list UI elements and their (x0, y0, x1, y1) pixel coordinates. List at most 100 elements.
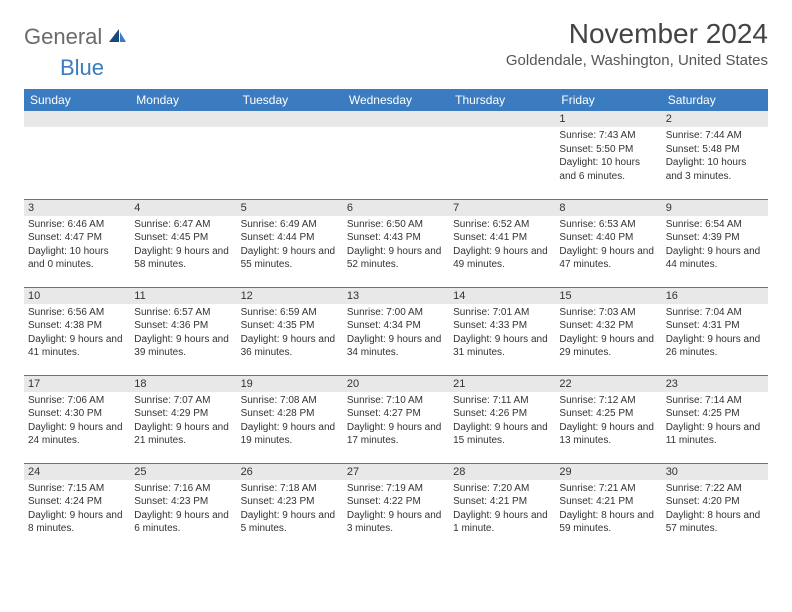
sunrise-text: Sunrise: 6:53 AM (559, 218, 657, 232)
title-block: November 2024 Goldendale, Washington, Un… (506, 18, 768, 69)
calendar-day-cell: 5Sunrise: 6:49 AMSunset: 4:44 PMDaylight… (237, 199, 343, 287)
sunset-text: Sunset: 4:41 PM (453, 231, 551, 245)
sunrise-text: Sunrise: 7:20 AM (453, 482, 551, 496)
day-number: 20 (343, 376, 449, 392)
day-content: Sunrise: 7:21 AMSunset: 4:21 PMDaylight:… (555, 480, 661, 538)
sunrise-text: Sunrise: 7:14 AM (666, 394, 764, 408)
daylight-text: Daylight: 9 hours and 11 minutes. (666, 421, 764, 448)
daylight-text: Daylight: 9 hours and 52 minutes. (347, 245, 445, 272)
day-number: 10 (24, 288, 130, 304)
calendar-day-cell: 13Sunrise: 7:00 AMSunset: 4:34 PMDayligh… (343, 287, 449, 375)
daylight-text: Daylight: 9 hours and 6 minutes. (134, 509, 232, 536)
sunrise-text: Sunrise: 7:16 AM (134, 482, 232, 496)
daylight-text: Daylight: 8 hours and 59 minutes. (559, 509, 657, 536)
sail-icon (105, 26, 127, 49)
day-content: Sunrise: 6:47 AMSunset: 4:45 PMDaylight:… (130, 216, 236, 274)
sunrise-text: Sunrise: 7:11 AM (453, 394, 551, 408)
logo-text-general: General (24, 24, 102, 50)
daylight-text: Daylight: 10 hours and 0 minutes. (28, 245, 126, 272)
day-content: Sunrise: 7:04 AMSunset: 4:31 PMDaylight:… (662, 304, 768, 362)
calendar-day-cell (24, 111, 130, 199)
sunrise-text: Sunrise: 7:00 AM (347, 306, 445, 320)
day-number: 22 (555, 376, 661, 392)
day-number: 16 (662, 288, 768, 304)
day-content: Sunrise: 6:46 AMSunset: 4:47 PMDaylight:… (24, 216, 130, 274)
day-content: Sunrise: 7:22 AMSunset: 4:20 PMDaylight:… (662, 480, 768, 538)
sunset-text: Sunset: 4:39 PM (666, 231, 764, 245)
day-header: Wednesday (343, 89, 449, 111)
sunset-text: Sunset: 4:43 PM (347, 231, 445, 245)
calendar-day-cell (237, 111, 343, 199)
day-number: 1 (555, 111, 661, 127)
day-number: 4 (130, 200, 236, 216)
day-number: 30 (662, 464, 768, 480)
sunset-text: Sunset: 4:24 PM (28, 495, 126, 509)
sunset-text: Sunset: 4:23 PM (241, 495, 339, 509)
calendar-week-row: 10Sunrise: 6:56 AMSunset: 4:38 PMDayligh… (24, 287, 768, 375)
sunrise-text: Sunrise: 7:03 AM (559, 306, 657, 320)
sunrise-text: Sunrise: 7:07 AM (134, 394, 232, 408)
calendar-day-cell: 8Sunrise: 6:53 AMSunset: 4:40 PMDaylight… (555, 199, 661, 287)
daylight-text: Daylight: 9 hours and 3 minutes. (347, 509, 445, 536)
daylight-text: Daylight: 10 hours and 3 minutes. (666, 156, 764, 183)
day-number: 6 (343, 200, 449, 216)
daylight-text: Daylight: 9 hours and 39 minutes. (134, 333, 232, 360)
sunrise-text: Sunrise: 7:06 AM (28, 394, 126, 408)
sunset-text: Sunset: 4:32 PM (559, 319, 657, 333)
day-number: 8 (555, 200, 661, 216)
day-number-empty (237, 111, 343, 127)
day-number: 25 (130, 464, 236, 480)
sunset-text: Sunset: 4:38 PM (28, 319, 126, 333)
calendar-day-cell: 26Sunrise: 7:18 AMSunset: 4:23 PMDayligh… (237, 463, 343, 551)
daylight-text: Daylight: 9 hours and 13 minutes. (559, 421, 657, 448)
day-content: Sunrise: 6:50 AMSunset: 4:43 PMDaylight:… (343, 216, 449, 274)
day-number: 13 (343, 288, 449, 304)
sunrise-text: Sunrise: 6:47 AM (134, 218, 232, 232)
day-number-empty (343, 111, 449, 127)
day-number: 2 (662, 111, 768, 127)
day-number: 12 (237, 288, 343, 304)
sunrise-text: Sunrise: 7:22 AM (666, 482, 764, 496)
sunrise-text: Sunrise: 7:08 AM (241, 394, 339, 408)
calendar-day-cell: 22Sunrise: 7:12 AMSunset: 4:25 PMDayligh… (555, 375, 661, 463)
sunset-text: Sunset: 4:25 PM (666, 407, 764, 421)
sunrise-text: Sunrise: 6:54 AM (666, 218, 764, 232)
calendar-day-cell: 21Sunrise: 7:11 AMSunset: 4:26 PMDayligh… (449, 375, 555, 463)
calendar-day-cell (343, 111, 449, 199)
daylight-text: Daylight: 9 hours and 17 minutes. (347, 421, 445, 448)
daylight-text: Daylight: 9 hours and 24 minutes. (28, 421, 126, 448)
calendar-day-cell: 28Sunrise: 7:20 AMSunset: 4:21 PMDayligh… (449, 463, 555, 551)
day-content: Sunrise: 7:03 AMSunset: 4:32 PMDaylight:… (555, 304, 661, 362)
day-number: 24 (24, 464, 130, 480)
daylight-text: Daylight: 10 hours and 6 minutes. (559, 156, 657, 183)
sunrise-text: Sunrise: 6:46 AM (28, 218, 126, 232)
sunset-text: Sunset: 5:48 PM (666, 143, 764, 157)
sunset-text: Sunset: 4:30 PM (28, 407, 126, 421)
day-content: Sunrise: 6:52 AMSunset: 4:41 PMDaylight:… (449, 216, 555, 274)
calendar-day-cell: 2Sunrise: 7:44 AMSunset: 5:48 PMDaylight… (662, 111, 768, 199)
page-header: General November 2024 Goldendale, Washin… (24, 18, 768, 69)
day-number: 9 (662, 200, 768, 216)
day-number: 21 (449, 376, 555, 392)
sunrise-text: Sunrise: 7:15 AM (28, 482, 126, 496)
sunrise-text: Sunrise: 6:49 AM (241, 218, 339, 232)
sunrise-text: Sunrise: 7:44 AM (666, 129, 764, 143)
calendar-day-cell: 6Sunrise: 6:50 AMSunset: 4:43 PMDaylight… (343, 199, 449, 287)
calendar-day-cell: 10Sunrise: 6:56 AMSunset: 4:38 PMDayligh… (24, 287, 130, 375)
day-header: Sunday (24, 89, 130, 111)
sunset-text: Sunset: 4:45 PM (134, 231, 232, 245)
day-content: Sunrise: 7:44 AMSunset: 5:48 PMDaylight:… (662, 127, 768, 185)
sunset-text: Sunset: 4:44 PM (241, 231, 339, 245)
day-number: 14 (449, 288, 555, 304)
day-header: Tuesday (237, 89, 343, 111)
sunset-text: Sunset: 4:21 PM (453, 495, 551, 509)
sunrise-text: Sunrise: 7:43 AM (559, 129, 657, 143)
sunrise-text: Sunrise: 6:52 AM (453, 218, 551, 232)
sunset-text: Sunset: 4:35 PM (241, 319, 339, 333)
daylight-text: Daylight: 9 hours and 49 minutes. (453, 245, 551, 272)
daylight-text: Daylight: 9 hours and 29 minutes. (559, 333, 657, 360)
day-content: Sunrise: 7:10 AMSunset: 4:27 PMDaylight:… (343, 392, 449, 450)
sunrise-text: Sunrise: 7:10 AM (347, 394, 445, 408)
calendar-day-cell: 18Sunrise: 7:07 AMSunset: 4:29 PMDayligh… (130, 375, 236, 463)
sunset-text: Sunset: 4:27 PM (347, 407, 445, 421)
